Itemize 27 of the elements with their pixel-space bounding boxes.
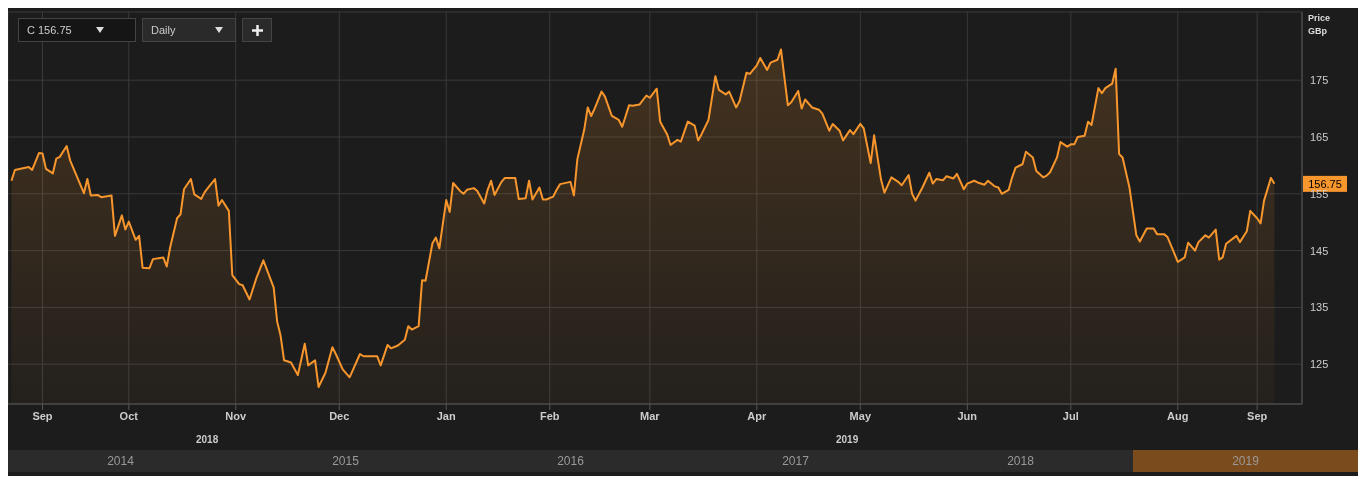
x-tick-label: May — [849, 409, 872, 422]
text: 2019 — [836, 434, 859, 445]
y-tick-label: 125 — [1310, 358, 1329, 371]
x-tick-label: Dec — [329, 409, 350, 422]
y-axis-title: Price GBp — [1308, 12, 1332, 38]
x-tick-label: Aug — [1167, 409, 1189, 422]
x-tick-label: Oct — [119, 409, 139, 422]
y-tick-label: 175 — [1310, 74, 1329, 87]
range-selector: 2014 2015 2016 2017 2018 2019 — [8, 450, 1358, 472]
y-tick-label: 145 — [1310, 244, 1329, 257]
annotation: Daily — [151, 24, 176, 36]
x-tick-label: Apr — [747, 409, 767, 422]
x-tick-label: Jun — [957, 409, 978, 422]
dropdown-field: C 156.75 — [18, 18, 136, 42]
x-tick-label: Sep — [32, 409, 53, 422]
text: 156.75 — [1308, 177, 1342, 190]
x-tick-label: Jul — [1062, 409, 1079, 422]
x-tick-label: Sep — [1247, 409, 1268, 422]
y-tick-label: 135 — [1310, 301, 1329, 314]
x-tick-label: Nov — [225, 409, 248, 422]
x-tick-label: Jan — [436, 409, 456, 422]
y-tick-label: 165 — [1310, 130, 1329, 143]
dropdown-field: Daily — [142, 18, 236, 42]
x-tick-label: Mar — [640, 409, 661, 422]
text: 2018 — [196, 434, 219, 445]
x-tick-label: Feb — [539, 409, 560, 422]
annotation: C 156.75 — [27, 24, 72, 36]
